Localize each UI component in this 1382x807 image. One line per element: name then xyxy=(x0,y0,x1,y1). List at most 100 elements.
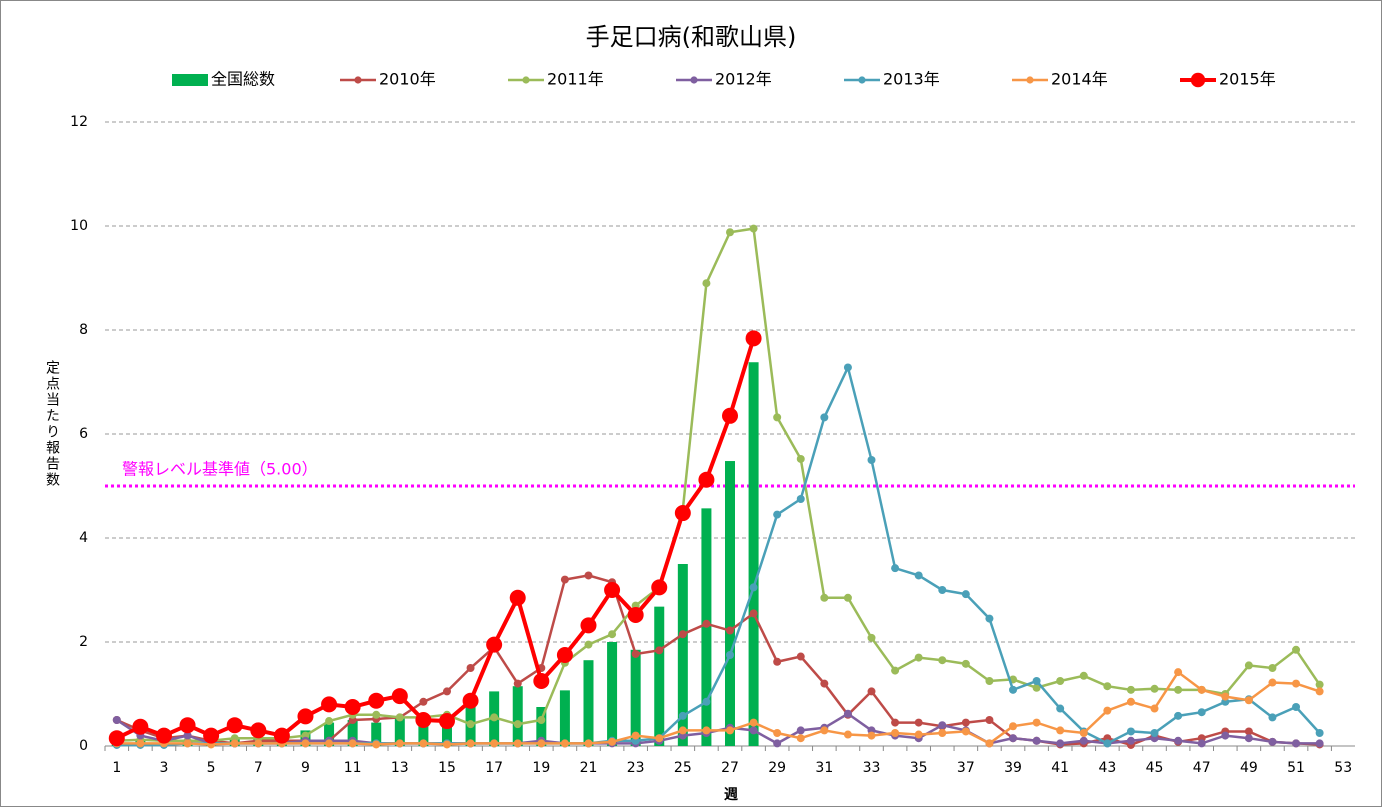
x-tick-label: 35 xyxy=(910,760,928,776)
bar xyxy=(725,461,735,746)
bar xyxy=(654,606,665,746)
y-tick-label: 2 xyxy=(79,634,88,650)
marker xyxy=(1126,697,1135,706)
marker xyxy=(1056,704,1065,713)
marker xyxy=(631,649,640,658)
legend-label: 2013年 xyxy=(883,70,940,89)
marker xyxy=(344,699,361,715)
marker xyxy=(1126,736,1135,745)
line xyxy=(116,227,1321,743)
marker xyxy=(1244,727,1253,736)
marker xyxy=(608,630,617,639)
marker xyxy=(442,687,451,696)
marker xyxy=(891,564,900,573)
marker xyxy=(132,718,149,735)
marker xyxy=(183,731,192,740)
marker xyxy=(1292,703,1301,711)
bar xyxy=(583,660,594,746)
x-tick-label: 23 xyxy=(627,760,645,776)
marker xyxy=(462,692,479,709)
marker xyxy=(1009,685,1018,694)
marker xyxy=(1197,685,1206,694)
x-tick-label: 11 xyxy=(344,760,362,776)
marker xyxy=(1315,729,1324,737)
marker xyxy=(1009,722,1018,731)
marker xyxy=(1221,731,1230,740)
line xyxy=(115,337,756,740)
marker xyxy=(914,653,923,662)
y-axis-label: 定点当たり報告数 xyxy=(44,360,60,488)
marker xyxy=(773,729,782,737)
marker xyxy=(348,739,357,748)
marker xyxy=(702,279,711,288)
marker xyxy=(419,739,428,748)
marker xyxy=(1197,708,1206,717)
marker xyxy=(843,730,852,739)
x-tick-label: 19 xyxy=(532,760,550,776)
marker xyxy=(961,659,970,668)
marker xyxy=(631,731,640,740)
bar xyxy=(536,707,547,746)
marker xyxy=(773,739,782,748)
bar xyxy=(371,722,382,746)
marker xyxy=(466,739,475,748)
marker xyxy=(914,718,923,727)
marker xyxy=(325,717,334,726)
marker xyxy=(820,726,829,735)
marker xyxy=(702,619,711,628)
marker xyxy=(1315,687,1324,696)
bar xyxy=(394,717,405,746)
marker xyxy=(702,697,711,706)
marker xyxy=(1174,736,1183,745)
marker xyxy=(722,407,738,424)
marker xyxy=(442,740,451,749)
marker xyxy=(1268,737,1277,746)
marker xyxy=(1103,706,1112,715)
legend-label: 全国総数 xyxy=(211,70,275,89)
legend-label: 2015年 xyxy=(1219,70,1276,89)
marker xyxy=(301,739,310,748)
y-tick-label: 4 xyxy=(79,530,88,546)
marker xyxy=(726,228,734,237)
marker xyxy=(466,720,475,729)
bar xyxy=(512,686,523,746)
marker xyxy=(395,713,404,722)
marker xyxy=(254,739,263,748)
marker xyxy=(1174,711,1183,720)
marker xyxy=(1174,668,1183,677)
marker xyxy=(325,739,334,748)
marker xyxy=(584,571,593,580)
x-tick-label: 15 xyxy=(438,760,456,776)
marker xyxy=(273,727,290,744)
marker xyxy=(749,224,758,233)
bar xyxy=(324,722,335,746)
marker xyxy=(1244,696,1253,705)
legend-label: 2012年 xyxy=(715,70,772,89)
marker xyxy=(1126,727,1135,736)
marker xyxy=(1079,736,1088,745)
marker xyxy=(749,609,758,618)
marker xyxy=(678,726,687,735)
x-tick-label: 47 xyxy=(1193,760,1211,776)
marker xyxy=(1056,739,1065,748)
marker xyxy=(438,713,455,730)
marker xyxy=(1315,680,1324,689)
bar xyxy=(347,720,358,746)
marker xyxy=(674,505,691,522)
y-tick-label: 12 xyxy=(70,114,88,130)
marker xyxy=(796,495,805,503)
marker xyxy=(891,729,900,737)
legend-marker xyxy=(354,76,362,84)
marker xyxy=(155,727,172,744)
marker xyxy=(938,721,947,730)
marker xyxy=(1009,734,1018,743)
y-tick-label: 8 xyxy=(79,322,88,338)
x-tick-label: 9 xyxy=(301,760,310,776)
marker xyxy=(961,718,970,727)
marker xyxy=(985,614,994,623)
marker xyxy=(726,626,734,635)
marker xyxy=(914,730,923,739)
line xyxy=(116,670,1321,746)
marker xyxy=(867,731,876,740)
marker xyxy=(1174,685,1183,694)
